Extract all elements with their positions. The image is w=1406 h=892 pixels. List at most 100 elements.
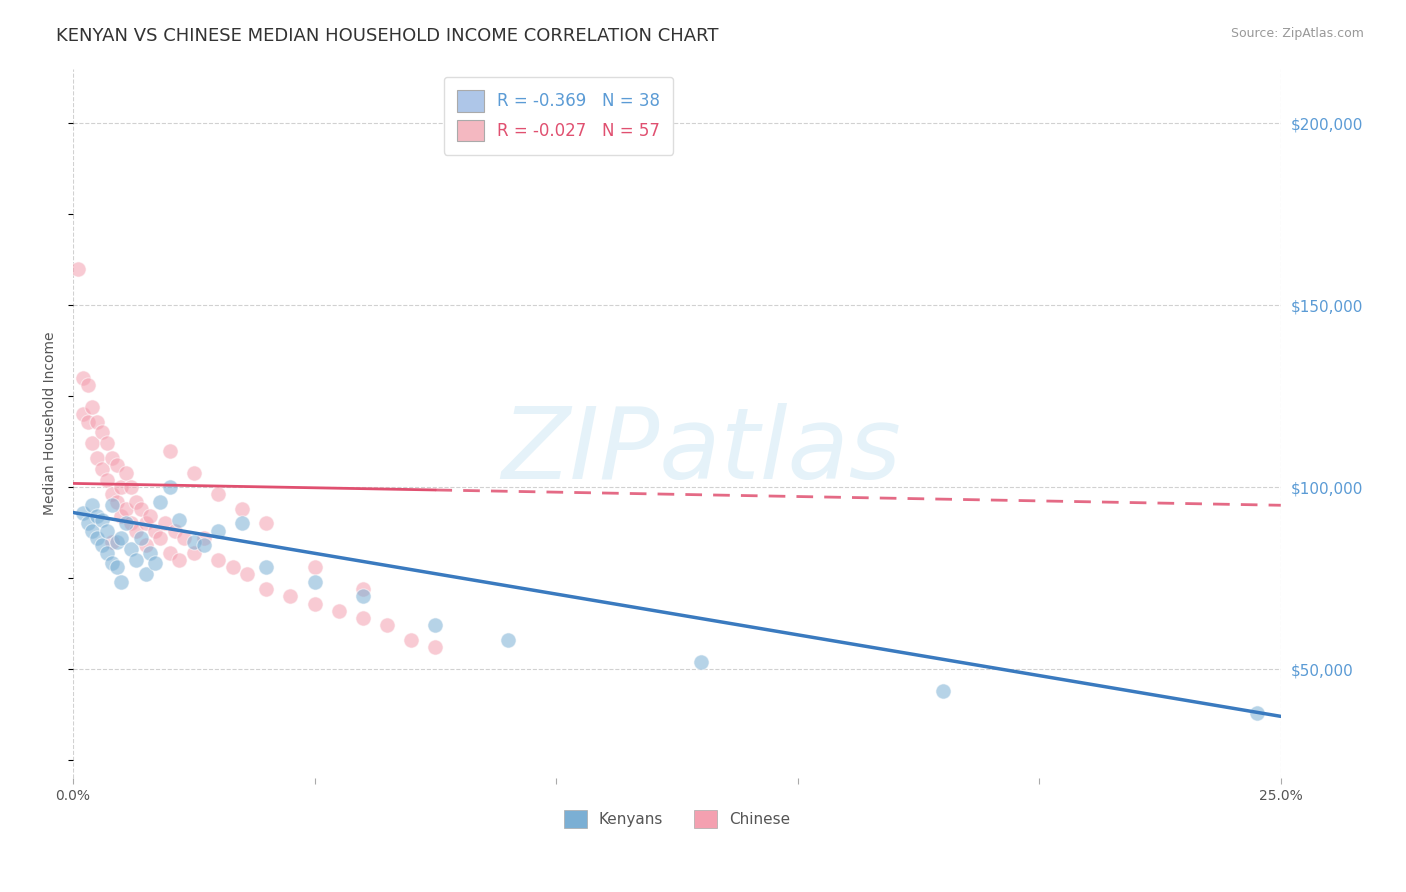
Point (221, 560, 243, 574)
Point (120, 541, 142, 556)
Point (193, 531, 215, 545)
Point (159, 545, 181, 559)
Point (231, 516, 253, 531)
Point (96, 524, 118, 538)
Point (207, 487, 229, 501)
Point (120, 480, 142, 494)
Point (173, 531, 195, 545)
Point (82, 524, 104, 538)
Point (496, 632, 519, 647)
Point (425, 618, 447, 632)
Point (72, 371, 94, 385)
Point (120, 516, 142, 531)
Point (183, 466, 205, 480)
Point (304, 597, 326, 611)
Point (139, 545, 162, 559)
Point (105, 560, 128, 574)
Y-axis label: Median Household Income: Median Household Income (44, 332, 58, 515)
Point (143, 524, 166, 538)
Point (115, 466, 138, 480)
Point (96, 436, 118, 450)
Point (183, 534, 205, 549)
Point (231, 502, 253, 516)
Point (352, 611, 374, 625)
Point (169, 553, 191, 567)
Point (115, 502, 138, 516)
Point (86, 531, 108, 545)
Point (690, 655, 713, 669)
Point (91, 462, 114, 476)
Point (76, 378, 98, 392)
Point (304, 560, 326, 574)
Point (86, 450, 108, 465)
Point (66, 261, 89, 276)
Point (425, 640, 447, 655)
Point (254, 516, 277, 531)
Point (207, 524, 229, 538)
Point (352, 582, 374, 596)
Point (399, 632, 422, 647)
Point (100, 498, 122, 512)
Point (125, 524, 148, 538)
Point (169, 513, 191, 527)
Point (82, 436, 104, 450)
Point (254, 582, 277, 596)
Point (304, 574, 326, 589)
Point (193, 538, 215, 552)
Point (110, 480, 132, 494)
Point (207, 553, 229, 567)
Point (375, 618, 398, 632)
Point (100, 534, 122, 549)
Point (96, 545, 118, 559)
Point (129, 502, 152, 516)
Point (159, 443, 181, 458)
Point (100, 557, 122, 571)
Point (115, 516, 138, 531)
Point (72, 506, 94, 520)
Point (91, 425, 114, 440)
Point (135, 516, 157, 531)
Point (96, 473, 118, 487)
Point (183, 545, 205, 559)
Point (129, 531, 152, 545)
Point (105, 494, 128, 508)
Point (91, 538, 114, 552)
Point (159, 480, 181, 494)
Point (82, 400, 104, 414)
Point (135, 567, 157, 582)
Point (236, 567, 259, 582)
Point (153, 516, 176, 531)
Point (280, 589, 302, 603)
Text: KENYAN VS CHINESE MEDIAN HOUSEHOLD INCOME CORRELATION CHART: KENYAN VS CHINESE MEDIAN HOUSEHOLD INCOM… (56, 27, 718, 45)
Point (125, 494, 148, 508)
Point (163, 524, 186, 538)
Point (82, 498, 104, 512)
Point (76, 516, 98, 531)
Point (105, 534, 128, 549)
Point (110, 574, 132, 589)
Point (100, 450, 122, 465)
Point (352, 589, 374, 603)
Point (149, 494, 172, 508)
Text: Source: ZipAtlas.com: Source: ZipAtlas.com (1230, 27, 1364, 40)
Point (139, 509, 162, 524)
Point (328, 604, 350, 618)
Point (143, 557, 166, 571)
Point (76, 415, 98, 429)
Point (135, 538, 157, 552)
Legend: Kenyans, Chinese: Kenyans, Chinese (558, 804, 796, 834)
Point (86, 509, 108, 524)
Point (100, 487, 122, 501)
Point (149, 531, 172, 545)
Point (125, 553, 148, 567)
Point (931, 684, 953, 698)
Point (86, 415, 108, 429)
Point (72, 407, 94, 421)
Point (254, 560, 277, 574)
Point (110, 531, 132, 545)
Point (91, 513, 114, 527)
Point (110, 509, 132, 524)
Point (1246, 706, 1268, 720)
Point (105, 458, 128, 473)
Text: ZIPatlas: ZIPatlas (501, 403, 901, 500)
